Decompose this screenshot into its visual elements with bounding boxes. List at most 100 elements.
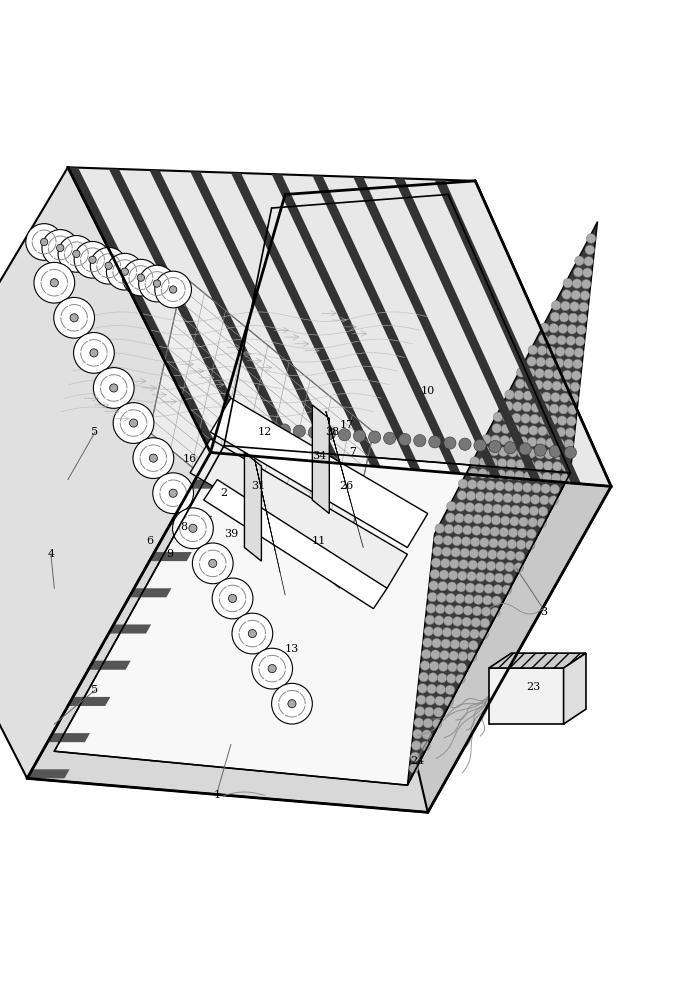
Circle shape (524, 380, 534, 389)
Circle shape (469, 641, 478, 650)
Circle shape (559, 404, 568, 414)
Polygon shape (54, 446, 570, 785)
Circle shape (107, 253, 143, 290)
Circle shape (492, 596, 501, 605)
Circle shape (488, 458, 498, 467)
Circle shape (426, 604, 436, 613)
Circle shape (503, 574, 513, 583)
Circle shape (527, 529, 536, 539)
Polygon shape (312, 405, 329, 514)
Circle shape (528, 437, 537, 447)
Circle shape (524, 391, 533, 400)
Circle shape (566, 336, 576, 345)
Circle shape (542, 392, 551, 402)
Circle shape (529, 426, 538, 435)
Circle shape (471, 618, 481, 627)
Polygon shape (68, 167, 611, 486)
Circle shape (457, 491, 466, 500)
Circle shape (232, 613, 273, 654)
Circle shape (467, 652, 477, 662)
Circle shape (489, 538, 498, 548)
Circle shape (442, 628, 452, 637)
Circle shape (491, 435, 500, 445)
Circle shape (449, 651, 458, 660)
Circle shape (459, 438, 471, 450)
Circle shape (454, 525, 463, 534)
Circle shape (450, 640, 460, 649)
Circle shape (516, 540, 526, 549)
Circle shape (546, 438, 555, 448)
Circle shape (485, 573, 494, 582)
Circle shape (492, 504, 502, 514)
Text: 11: 11 (312, 536, 326, 546)
Circle shape (551, 301, 561, 310)
Circle shape (464, 514, 473, 523)
Circle shape (566, 416, 576, 426)
Circle shape (560, 474, 570, 483)
Circle shape (451, 548, 460, 557)
Circle shape (560, 393, 570, 403)
Circle shape (490, 446, 499, 456)
Circle shape (470, 629, 479, 639)
Circle shape (70, 314, 78, 322)
Circle shape (515, 379, 525, 389)
Circle shape (410, 752, 420, 762)
Circle shape (519, 425, 529, 435)
Circle shape (512, 494, 521, 503)
Circle shape (422, 730, 431, 739)
Circle shape (555, 439, 564, 448)
Circle shape (536, 357, 545, 367)
Circle shape (428, 436, 441, 448)
Circle shape (460, 548, 470, 558)
Circle shape (428, 592, 437, 602)
Circle shape (436, 685, 445, 694)
Circle shape (502, 413, 512, 422)
Circle shape (421, 741, 430, 751)
Circle shape (538, 426, 547, 436)
Circle shape (513, 482, 523, 492)
Circle shape (573, 359, 583, 369)
Circle shape (564, 439, 574, 449)
Circle shape (447, 582, 457, 591)
Circle shape (212, 578, 253, 619)
Circle shape (435, 696, 444, 706)
Circle shape (435, 604, 445, 614)
Circle shape (537, 518, 547, 528)
Circle shape (562, 290, 571, 299)
Circle shape (581, 279, 591, 289)
Circle shape (442, 547, 452, 557)
Polygon shape (27, 452, 611, 812)
Circle shape (572, 279, 582, 288)
Circle shape (434, 535, 443, 545)
Circle shape (458, 479, 468, 489)
Circle shape (477, 480, 486, 490)
Circle shape (481, 607, 491, 616)
Polygon shape (244, 452, 261, 561)
Circle shape (545, 450, 554, 459)
Circle shape (513, 402, 522, 411)
Circle shape (248, 422, 260, 434)
Circle shape (476, 572, 485, 582)
Circle shape (511, 505, 520, 515)
Circle shape (338, 429, 350, 441)
Circle shape (521, 494, 531, 504)
Circle shape (526, 368, 535, 378)
Circle shape (534, 380, 543, 390)
Circle shape (249, 629, 257, 638)
Circle shape (509, 436, 519, 446)
Circle shape (498, 458, 507, 468)
Circle shape (470, 457, 479, 466)
Circle shape (540, 495, 549, 505)
Circle shape (293, 425, 306, 437)
Circle shape (522, 402, 532, 412)
Circle shape (446, 593, 456, 603)
Text: 26: 26 (340, 481, 353, 491)
Text: 3: 3 (540, 607, 547, 617)
Circle shape (454, 513, 464, 523)
Circle shape (517, 368, 526, 377)
Circle shape (562, 462, 571, 472)
Circle shape (441, 559, 450, 568)
Circle shape (459, 560, 469, 569)
Text: 31: 31 (251, 481, 265, 491)
Circle shape (566, 428, 575, 437)
